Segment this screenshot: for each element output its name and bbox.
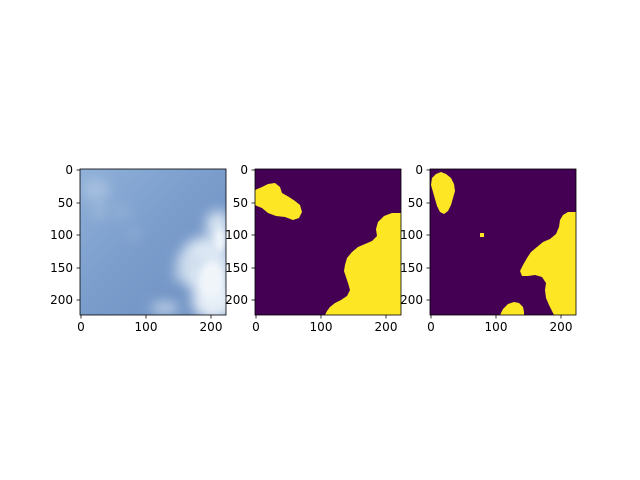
- axes-frame: [429, 168, 577, 316]
- mask-a-image: [255, 169, 401, 315]
- y-tick-label: 50: [408, 196, 423, 210]
- y-tick-label: 150: [50, 261, 73, 275]
- panel-input-image: 0 50 100 150 200 0 100 200: [50, 163, 227, 334]
- y-tick-label: 200: [50, 293, 73, 307]
- x-tick-label: 200: [375, 320, 398, 334]
- y-axis: [426, 169, 430, 301]
- y-axis: [251, 169, 255, 301]
- y-tick-label: 100: [400, 228, 423, 242]
- x-tick-label: 100: [485, 320, 508, 334]
- x-tick-label: 100: [135, 320, 158, 334]
- x-tick-label: 100: [310, 320, 333, 334]
- cloud-photo: [80, 169, 226, 315]
- y-tick-label: 100: [50, 228, 73, 242]
- panel-mask-a: 0 50 100 150 200 0 100 200: [225, 163, 402, 334]
- axes-frame: [254, 168, 402, 316]
- x-axis: [80, 315, 212, 319]
- y-tick-label: 50: [233, 196, 248, 210]
- panel-mask-b: 0 50 100 150 200 0 100 200: [400, 163, 577, 334]
- x-tick-label: 0: [77, 320, 85, 334]
- y-tick-label: 200: [225, 293, 248, 307]
- y-tick-label: 200: [400, 293, 423, 307]
- mask-b-image: [430, 169, 576, 315]
- y-tick-label: 150: [225, 261, 248, 275]
- y-tick-label: 0: [65, 163, 73, 177]
- x-tick-label: 200: [550, 320, 573, 334]
- y-tick-label: 0: [240, 163, 248, 177]
- x-tick-label: 0: [252, 320, 260, 334]
- x-axis: [430, 315, 562, 319]
- axes-frame: [79, 168, 227, 316]
- x-axis: [255, 315, 387, 319]
- y-axis: [76, 169, 80, 301]
- y-tick-label: 150: [400, 261, 423, 275]
- y-tick-label: 0: [415, 163, 423, 177]
- y-tick-label: 50: [58, 196, 73, 210]
- x-tick-label: 0: [427, 320, 435, 334]
- x-tick-label: 200: [200, 320, 223, 334]
- y-tick-label: 100: [225, 228, 248, 242]
